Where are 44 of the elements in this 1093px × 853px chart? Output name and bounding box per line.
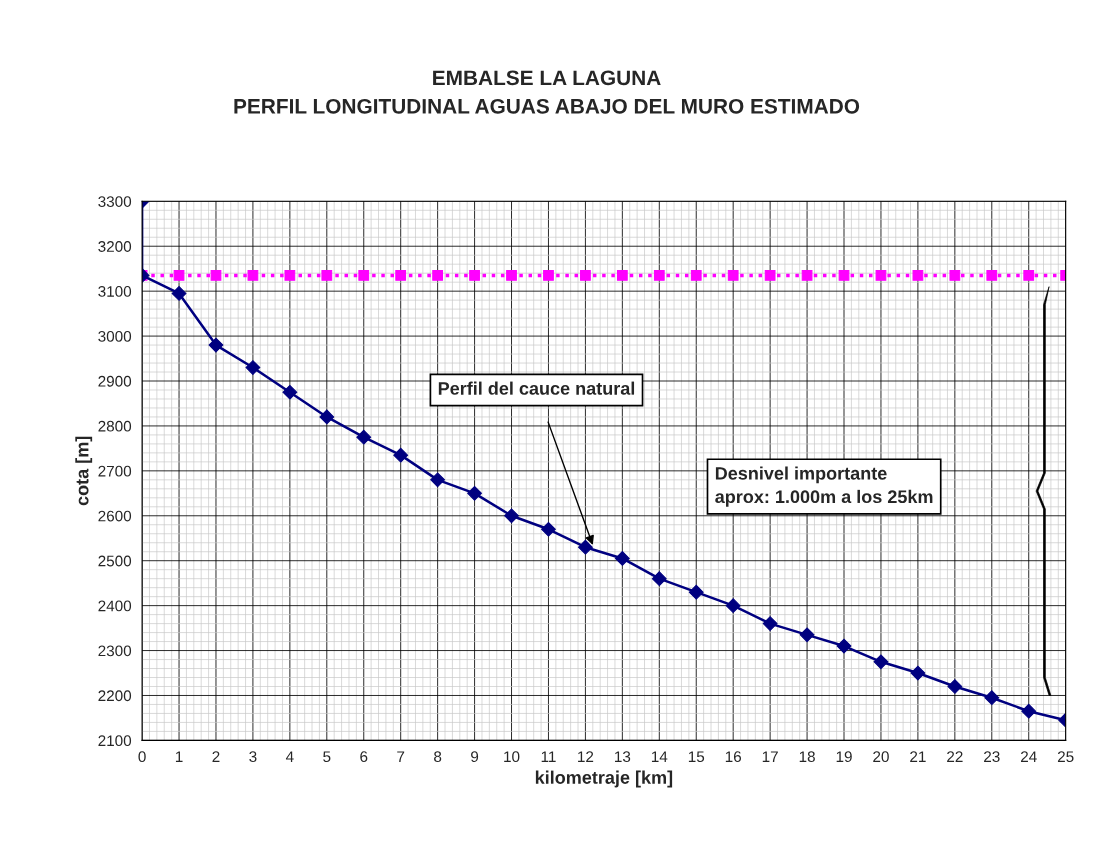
x-tick-label: 2 xyxy=(212,751,220,762)
annotation: Perfil del cauce natural xyxy=(438,381,635,395)
y-tick-label: 2900 xyxy=(98,375,132,387)
x-tick-label: 6 xyxy=(360,751,368,763)
x-tick-label: 8 xyxy=(434,751,442,763)
x-tick-label: 22 xyxy=(947,751,963,762)
y-axis-title: cota [m] xyxy=(75,436,93,506)
x-axis-title: kilometraje [km] xyxy=(535,770,673,788)
x-tick-label: 3 xyxy=(249,751,257,763)
x-tick-label: 21 xyxy=(910,751,926,762)
x-tick-label: 20 xyxy=(873,751,889,763)
x-tick-label: 24 xyxy=(1021,751,1037,762)
x-tick-label: 23 xyxy=(984,751,1000,763)
y-tick-label: 2600 xyxy=(98,510,132,522)
y-tick-label: 2800 xyxy=(98,420,132,432)
chart-title: EMBALSE LA LAGUNA PERFIL LONGITUDINAL AGUAS ABAJO DEL MURO ESTIMADO xyxy=(234,70,860,114)
y-tick-label: 3100 xyxy=(98,286,132,297)
x-tick-label: 0 xyxy=(138,751,146,763)
x-tick-label: 4 xyxy=(285,751,294,762)
x-tick-label: 14 xyxy=(651,751,668,762)
annotation: Desnivel importante aprox: 1.000m a los 25km xyxy=(715,466,933,507)
x-tick-label: 25 xyxy=(1057,751,1074,763)
y-tick-label: 3200 xyxy=(98,241,132,252)
y-tick-label: 2500 xyxy=(98,555,132,567)
y-tick-label: 2700 xyxy=(98,465,132,477)
x-tick-label: 17 xyxy=(762,751,778,762)
y-tick-label: 2100 xyxy=(98,735,132,747)
x-tick-label: 19 xyxy=(836,751,852,763)
x-tick-label: 11 xyxy=(541,751,556,762)
x-tick-label: 18 xyxy=(799,751,815,763)
x-tick-label: 9 xyxy=(471,751,479,763)
x-tick-label: 15 xyxy=(688,751,705,763)
y-tick-label: 2300 xyxy=(98,645,132,657)
y-tick-label: 3300 xyxy=(98,196,132,207)
x-tick-label: 16 xyxy=(725,751,742,763)
x-tick-label: 10 xyxy=(504,751,520,763)
x-tick-label: 5 xyxy=(323,751,331,763)
x-tick-label: 12 xyxy=(578,751,594,762)
x-tick-label: 7 xyxy=(397,751,405,762)
y-tick-label: 2400 xyxy=(98,600,132,612)
y-tick-label: 2200 xyxy=(98,690,132,702)
y-tick-label: 3000 xyxy=(98,330,132,342)
x-tick-label: 13 xyxy=(615,751,631,763)
x-tick-label: 1 xyxy=(175,751,183,762)
